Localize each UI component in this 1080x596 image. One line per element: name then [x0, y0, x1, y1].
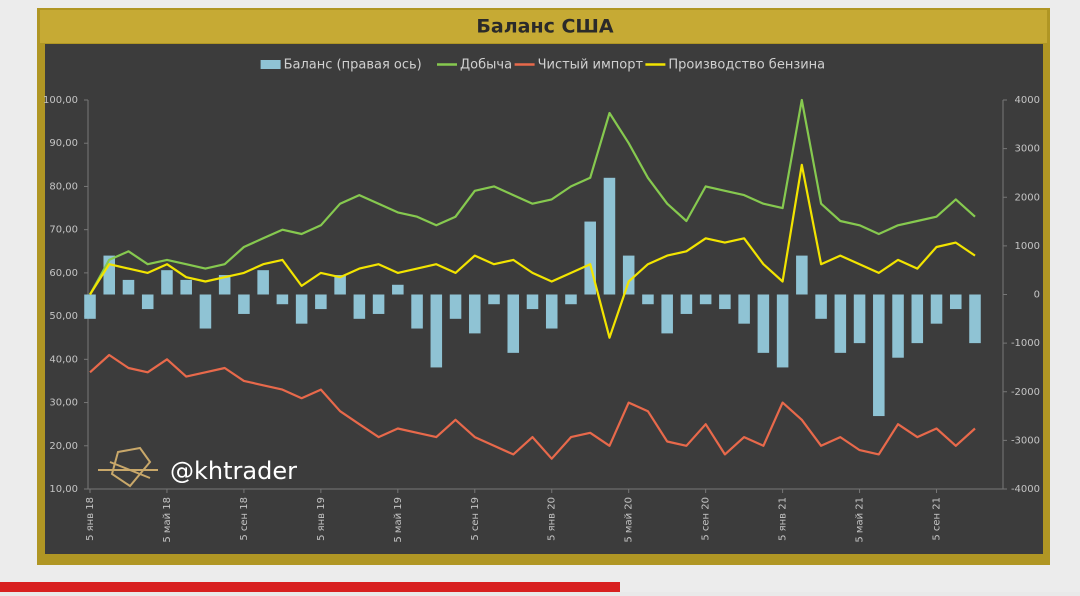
bar: [84, 294, 96, 319]
bar: [430, 294, 443, 368]
y2-tick-label: -2000: [1011, 387, 1040, 398]
x-tick-label: 5 май 20: [624, 497, 635, 543]
x-tick-label: 5 сен 21: [932, 497, 943, 541]
bar: [969, 294, 981, 344]
bar: [276, 294, 289, 305]
y-tick-label: 10,00: [49, 484, 78, 495]
bar: [680, 294, 693, 314]
y2-tick-label: 0: [1034, 290, 1040, 301]
bar: [642, 294, 654, 305]
bar: [545, 294, 558, 329]
bar: [122, 279, 135, 295]
x-tick-label: 5 янв 20: [547, 497, 558, 541]
logo: [98, 446, 158, 488]
line-series: [89, 163, 976, 339]
bar: [199, 294, 212, 329]
bar: [180, 279, 192, 295]
y-tick-label: 90,00: [49, 138, 78, 149]
logo-shape: [98, 446, 158, 488]
bar: [853, 294, 866, 344]
bar: [584, 221, 596, 295]
bar: [699, 294, 712, 305]
y-tick-label: 80,00: [49, 181, 78, 192]
y-tick-label: 100,00: [43, 95, 78, 106]
bar: [449, 294, 462, 319]
bar: [103, 255, 116, 295]
y2-tick-label: 3000: [1015, 144, 1040, 155]
bottom-strip: [0, 582, 620, 592]
bar: [603, 177, 616, 295]
bar: [565, 294, 577, 305]
bar: [776, 294, 789, 368]
y2-tick-label: 2000: [1015, 192, 1040, 203]
x-tick-label: 5 май 19: [393, 497, 404, 543]
x-tick-label: 5 сен 19: [470, 497, 481, 541]
y2-tick-label: 1000: [1015, 241, 1040, 252]
watermark: @khtrader: [170, 457, 297, 485]
y-tick-label: 20,00: [49, 441, 78, 452]
legend-swatch: [260, 60, 281, 69]
bar: [353, 294, 366, 319]
bar: [315, 294, 327, 310]
x-tick-label: 5 янв 18: [85, 497, 96, 541]
bar: [469, 294, 481, 334]
bar: [661, 294, 673, 334]
legend-label: Чистый импорт: [538, 58, 644, 73]
bar: [392, 284, 404, 295]
y-tick-label: 30,00: [49, 398, 78, 409]
bar: [834, 294, 847, 353]
bar: [796, 255, 808, 295]
y2-tick-label: 4000: [1015, 95, 1040, 106]
bar: [141, 294, 154, 310]
bar: [873, 294, 885, 417]
bar: [295, 294, 308, 324]
bar: [488, 294, 500, 305]
line-series: [89, 353, 976, 460]
bar: [372, 294, 385, 314]
bar: [238, 294, 250, 314]
y-tick-label: 40,00: [49, 354, 78, 365]
x-tick-label: 5 янв 19: [316, 497, 327, 541]
bar: [334, 275, 346, 295]
bar: [757, 294, 770, 353]
x-tick-label: 5 янв 21: [778, 497, 789, 541]
bar: [719, 294, 731, 310]
bar: [526, 294, 539, 310]
line-series: [89, 98, 976, 296]
x-tick-label: 5 сен 18: [239, 497, 250, 541]
bar: [257, 270, 269, 295]
y-tick-label: 70,00: [49, 225, 78, 236]
bar: [930, 294, 943, 324]
bar: [507, 294, 520, 353]
legend-label: Добыча: [460, 58, 512, 73]
y-tick-label: 60,00: [49, 268, 78, 279]
legend-label: Производство бензина: [668, 58, 825, 73]
y2-tick-label: -4000: [1011, 484, 1040, 495]
y2-tick-label: -3000: [1011, 435, 1040, 446]
title-bar: [40, 10, 1047, 43]
bar: [218, 275, 231, 295]
y-tick-label: 50,00: [49, 311, 78, 322]
legend-label: Баланс (правая ось): [284, 58, 422, 73]
bar: [949, 294, 962, 310]
x-tick-label: 5 май 18: [162, 497, 173, 543]
x-tick-label: 5 май 21: [855, 497, 866, 543]
bar: [738, 294, 750, 324]
bar: [411, 294, 423, 329]
chart-title: Баланс США: [476, 16, 613, 38]
bar: [815, 294, 827, 319]
y2-tick-label: -1000: [1011, 338, 1040, 349]
bar: [161, 270, 173, 295]
bar: [622, 255, 635, 295]
bar: [892, 294, 904, 358]
x-tick-label: 5 сен 20: [701, 497, 712, 541]
bar: [911, 294, 924, 344]
